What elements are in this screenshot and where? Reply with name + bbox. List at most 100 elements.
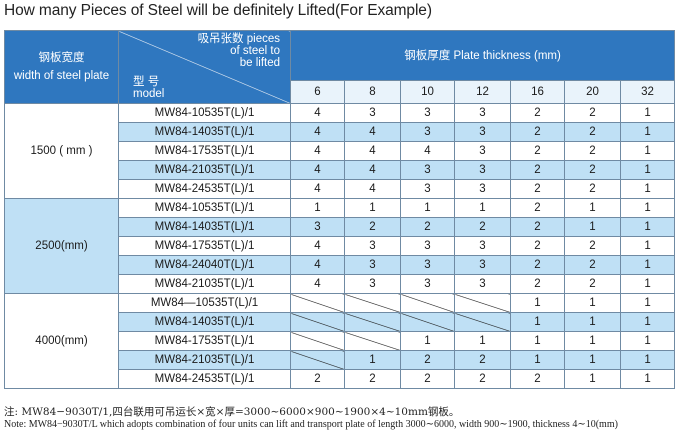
pieces-cell: 1 [454, 331, 511, 351]
pieces-cell: 2 [510, 141, 565, 161]
pieces-cell: 3 [400, 122, 455, 142]
pieces-cell: 1 [400, 198, 455, 218]
pieces-cell: 1 [619, 179, 676, 199]
width-header-cn: 钢板宽度 [38, 52, 85, 64]
pieces-cell: 4 [290, 236, 345, 256]
pieces-cell: 3 [344, 236, 401, 256]
thickness-value-header: 32 [619, 80, 676, 104]
not-applicable-cell [344, 312, 401, 332]
pieces-cell: 3 [400, 103, 455, 123]
pieces-cell: 1 [619, 217, 676, 237]
pieces-cell: 2 [510, 103, 565, 123]
pieces-cell: 4 [344, 141, 401, 161]
plate-width-cell: 2500(mm) [4, 198, 119, 294]
pieces-cell: 1 [290, 198, 345, 218]
pieces-cell: 2 [510, 274, 565, 294]
width-column-header: 钢板宽度 width of steel plate [4, 30, 119, 104]
pieces-cell: 4 [290, 274, 345, 294]
table-row: MW84-24040T(L)/1 4 3 3 3 2 2 1 [5, 255, 676, 275]
pieces-cell: 1 [564, 331, 621, 351]
model-cell: MW84-10535T(L)/1 [118, 198, 291, 218]
pieces-cell: 1 [564, 293, 621, 313]
thickness-header: 钢板厚度 Plate thickness (mm) [289, 30, 676, 81]
pieces-cell: 2 [564, 103, 621, 123]
note-english: Note: MW84−9030T/L which adopts combinat… [4, 419, 618, 430]
pieces-cell: 3 [400, 274, 455, 294]
table-row: 4000(mm) MW84—10535T(L)/1 1 1 1 [4, 293, 676, 389]
pieces-cell: 1 [619, 141, 676, 161]
pieces-cell: 3 [454, 274, 511, 294]
pieces-cell: 4 [290, 103, 345, 123]
not-applicable-cell [290, 293, 345, 313]
pieces-cell: 1 [564, 369, 621, 389]
pieces-cell: 2 [454, 350, 511, 370]
table-row: MW84-21035T(L)/1 4 3 3 3 2 2 1 [5, 274, 676, 294]
pieces-cell: 2 [510, 255, 565, 275]
pieces-cell: 2 [564, 122, 621, 142]
table-row: MW84-21035T(L)/1 1 2 2 1 1 1 [5, 350, 676, 370]
pieces-cell: 3 [344, 274, 401, 294]
pieces-cell: 1 [564, 350, 621, 370]
pieces-cell: 3 [454, 122, 511, 142]
model-cell: MW84-21035T(L)/1 [118, 350, 291, 370]
pieces-cell: 2 [400, 369, 455, 389]
pieces-cell: 2 [564, 141, 621, 161]
not-applicable-cell [400, 293, 455, 313]
pieces-cell: 4 [344, 122, 401, 142]
table-row: 2500(mm) MW84-10535T(L)/1 1 1 1 1 2 1 1 [4, 198, 676, 294]
model-cell: MW84-24535T(L)/1 [118, 179, 291, 199]
pieces-cell: 2 [510, 217, 565, 237]
pieces-cell: 1 [619, 198, 676, 218]
not-applicable-cell [454, 312, 511, 332]
model-cell: MW84-14035T(L)/1 [118, 217, 291, 237]
thickness-value-header: 12 [454, 80, 511, 104]
pieces-cell: 3 [344, 103, 401, 123]
not-applicable-cell [400, 312, 455, 332]
table-row: MW84-21035T(L)/1 4 4 3 3 2 2 1 [5, 160, 676, 180]
model-cell: MW84-24040T(L)/1 [118, 255, 291, 275]
pieces-cell: 1 [510, 331, 565, 351]
pieces-cell: 2 [510, 198, 565, 218]
pieces-cell: 4 [290, 141, 345, 161]
table-row: MW84-14035T(L)/1 1 1 1 [5, 312, 676, 332]
model-cell: MW84-14035T(L)/1 [118, 312, 291, 332]
model-header-label: 型 号 model [133, 76, 165, 100]
pieces-cell: 3 [454, 160, 511, 180]
pieces-cell: 1 [619, 350, 676, 370]
model-pieces-header: 吸吊张数 pieces of steel to be lifted 型 号 mo… [118, 30, 291, 104]
model-cell: MW84-17535T(L)/1 [118, 141, 291, 161]
model-cell: MW84-21035T(L)/1 [118, 160, 291, 180]
pieces-cell: 2 [564, 160, 621, 180]
table-row: MW84-24535T(L)/1 2 2 2 2 2 1 1 [5, 369, 676, 389]
not-applicable-cell [454, 293, 511, 313]
pieces-cell: 2 [510, 122, 565, 142]
pieces-cell: 2 [564, 255, 621, 275]
pieces-cell: 2 [344, 217, 401, 237]
plate-width-cell: 4000(mm) [4, 293, 119, 389]
pieces-cell: 2 [344, 369, 401, 389]
pieces-cell: 2 [454, 217, 511, 237]
model-cell: MW84-14035T(L)/1 [118, 122, 291, 142]
pieces-cell: 4 [400, 141, 455, 161]
page-title: How many Pieces of Steel will be definit… [4, 2, 432, 19]
pieces-cell: 1 [564, 312, 621, 332]
pieces-cell: 3 [454, 255, 511, 275]
pieces-cell: 1 [564, 217, 621, 237]
model-cell: MW84-10535T(L)/1 [118, 103, 291, 123]
pieces-cell: 1 [619, 312, 676, 332]
pieces-cell: 1 [619, 274, 676, 294]
pieces-cell: 3 [400, 160, 455, 180]
pieces-cell: 1 [510, 293, 565, 313]
table-row: 1500 ( mm ) MW84-10535T(L)/1 4 3 3 3 2 2 1 [4, 103, 676, 199]
note-chinese: 注: MW84−9030T/1,四台联用可吊运长×宽×厚=3000∼6000×9… [4, 406, 460, 418]
thickness-value-header: 20 [564, 80, 621, 104]
model-cell: MW84-17535T(L)/1 [118, 331, 291, 351]
pieces-cell: 1 [564, 198, 621, 218]
pieces-cell: 1 [454, 198, 511, 218]
pieces-cell: 3 [344, 255, 401, 275]
pieces-cell: 3 [454, 103, 511, 123]
pieces-cell: 1 [619, 122, 676, 142]
thickness-value-header: 10 [400, 80, 455, 104]
pieces-cell: 2 [510, 236, 565, 256]
pieces-cell: 2 [564, 236, 621, 256]
